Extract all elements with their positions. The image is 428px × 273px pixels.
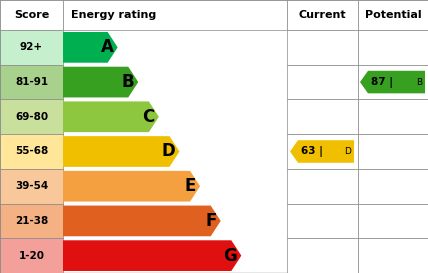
Bar xyxy=(358,30,428,65)
Text: 92+: 92+ xyxy=(20,42,43,52)
Bar xyxy=(287,99,358,134)
Polygon shape xyxy=(63,32,118,63)
Bar xyxy=(63,0,287,30)
Text: Score: Score xyxy=(14,10,49,20)
Text: B: B xyxy=(416,78,422,87)
Polygon shape xyxy=(63,67,138,97)
Text: Potential: Potential xyxy=(365,10,421,20)
Bar xyxy=(287,65,358,99)
Bar xyxy=(0,238,63,273)
Bar xyxy=(358,134,428,169)
Bar xyxy=(0,204,63,238)
Bar xyxy=(287,169,358,204)
Bar xyxy=(287,134,358,169)
Polygon shape xyxy=(63,206,221,236)
Bar xyxy=(287,238,358,273)
Bar xyxy=(0,0,63,30)
Polygon shape xyxy=(290,140,354,163)
Text: 39-54: 39-54 xyxy=(15,181,48,191)
Bar xyxy=(287,0,358,30)
Bar xyxy=(287,204,358,238)
Text: A: A xyxy=(101,38,114,56)
Text: D: D xyxy=(162,143,175,161)
Bar xyxy=(358,238,428,273)
Text: D: D xyxy=(344,147,351,156)
Bar xyxy=(0,134,63,169)
Text: E: E xyxy=(185,177,196,195)
Polygon shape xyxy=(63,102,159,132)
Text: Energy rating: Energy rating xyxy=(71,10,156,20)
Polygon shape xyxy=(63,171,200,201)
Bar xyxy=(358,99,428,134)
Bar xyxy=(358,204,428,238)
Bar xyxy=(358,0,428,30)
Bar xyxy=(358,169,428,204)
Text: 63 |: 63 | xyxy=(301,146,323,157)
Bar xyxy=(0,65,63,99)
Text: 1-20: 1-20 xyxy=(18,251,45,261)
Text: Current: Current xyxy=(299,10,346,20)
Bar xyxy=(287,30,358,65)
Text: F: F xyxy=(205,212,217,230)
Bar xyxy=(0,99,63,134)
Text: 69-80: 69-80 xyxy=(15,112,48,122)
Bar xyxy=(358,65,428,99)
Bar xyxy=(0,30,63,65)
Text: 87 |: 87 | xyxy=(371,76,393,88)
Text: C: C xyxy=(143,108,155,126)
Text: G: G xyxy=(223,247,237,265)
Polygon shape xyxy=(63,240,241,271)
Text: 21-38: 21-38 xyxy=(15,216,48,226)
Text: 81-91: 81-91 xyxy=(15,77,48,87)
Text: B: B xyxy=(122,73,134,91)
Polygon shape xyxy=(360,71,425,93)
Text: 55-68: 55-68 xyxy=(15,147,48,156)
Polygon shape xyxy=(63,136,179,167)
Bar xyxy=(0,169,63,204)
